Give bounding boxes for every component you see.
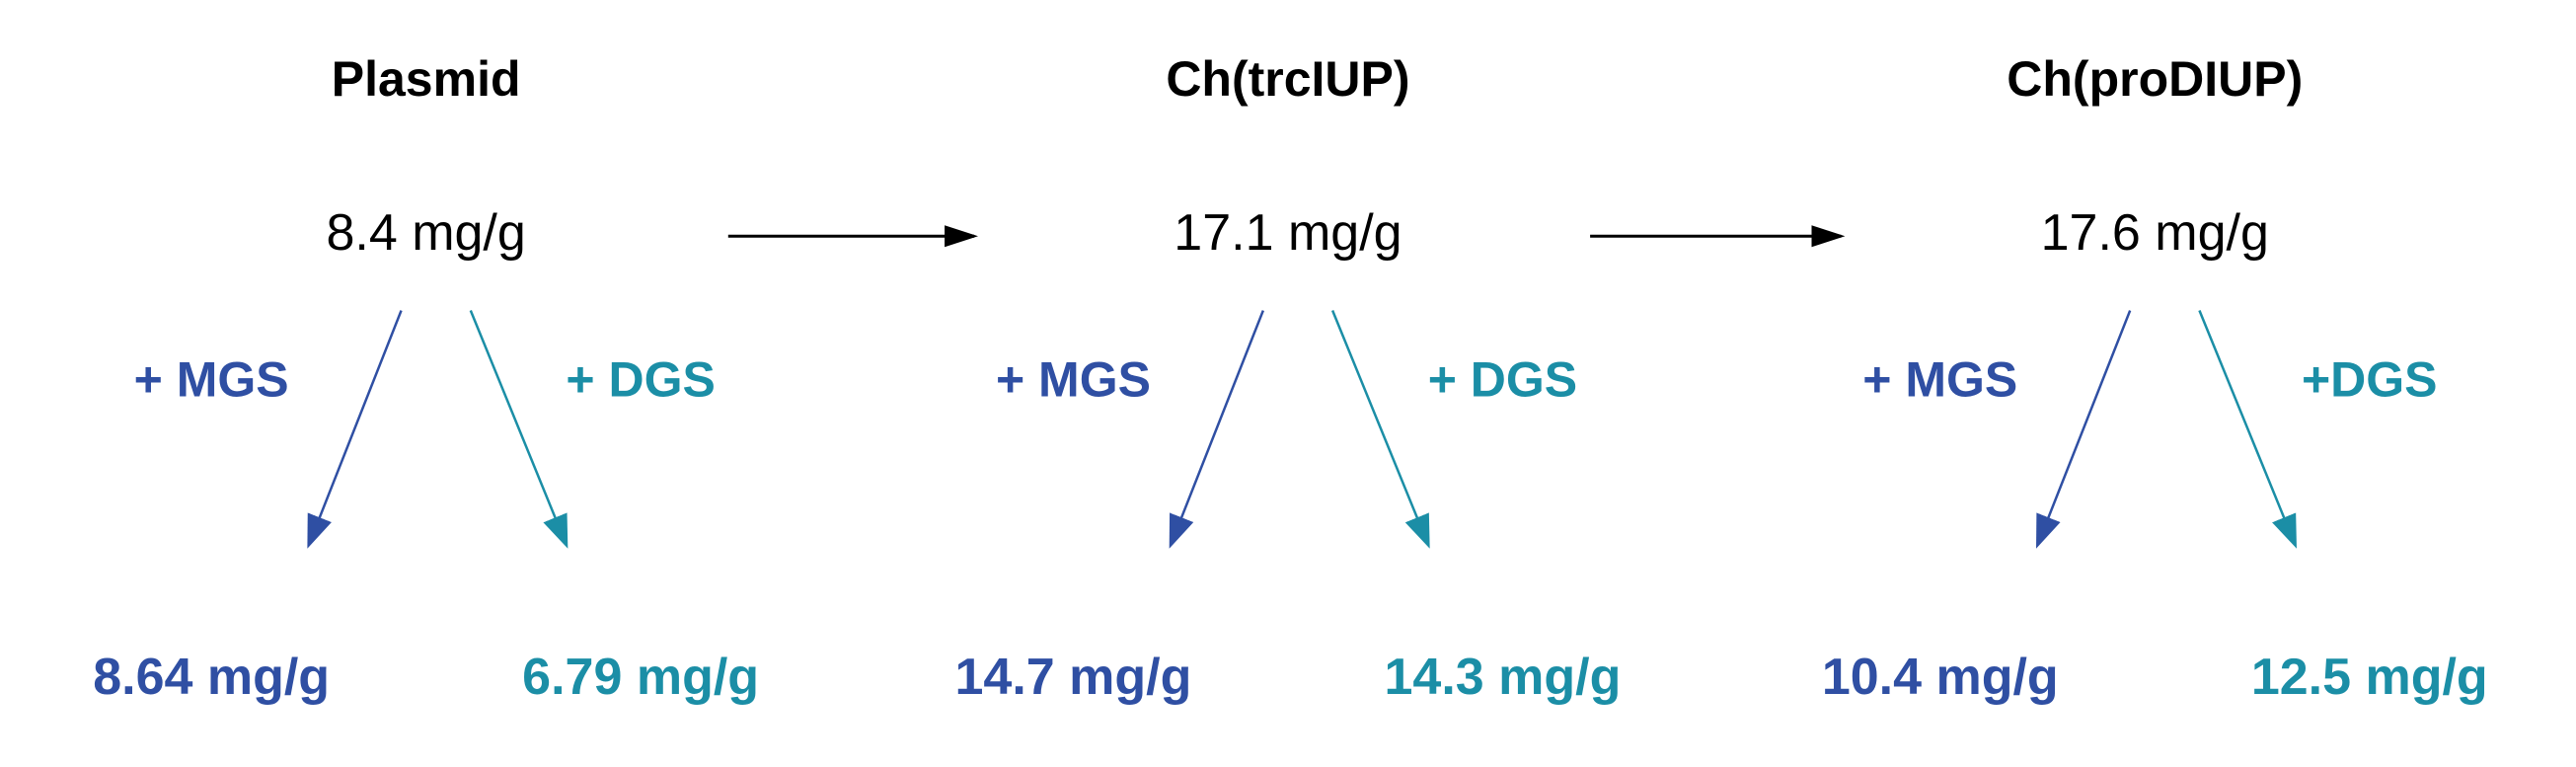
- dgs-arrow: [2198, 310, 2297, 549]
- mgs-arrow: [307, 310, 403, 549]
- strain-title: Ch(proDIUP): [2007, 51, 2303, 107]
- dgs-value: 12.5 mg/g: [2251, 649, 2488, 706]
- titer-value: 8.4 mg/g: [326, 204, 525, 262]
- mgs-label: + MGS: [996, 351, 1151, 407]
- dgs-value: 14.3 mg/g: [1384, 649, 1621, 706]
- mgs-label: + MGS: [134, 351, 289, 407]
- mgs-label: + MGS: [1862, 351, 2017, 407]
- mgs-arrow: [1169, 310, 1265, 549]
- dgs-value: 6.79 mg/g: [522, 649, 759, 706]
- strain-title: Ch(trcIUP): [1166, 51, 1409, 107]
- titer-value: 17.1 mg/g: [1174, 204, 1402, 262]
- titer-value: 17.6 mg/g: [2041, 204, 2269, 262]
- dgs-arrow: [469, 310, 568, 549]
- dgs-arrow: [1330, 310, 1430, 549]
- dgs-label: + DGS: [566, 351, 715, 407]
- mgs-arrow: [2036, 310, 2132, 549]
- dgs-label: + DGS: [1428, 351, 1577, 407]
- strain-title: Plasmid: [332, 51, 521, 107]
- dgs-label: +DGS: [2302, 351, 2438, 407]
- mgs-value: 8.64 mg/g: [93, 649, 330, 706]
- mgs-value: 10.4 mg/g: [1822, 649, 2059, 706]
- mgs-value: 14.7 mg/g: [955, 649, 1192, 706]
